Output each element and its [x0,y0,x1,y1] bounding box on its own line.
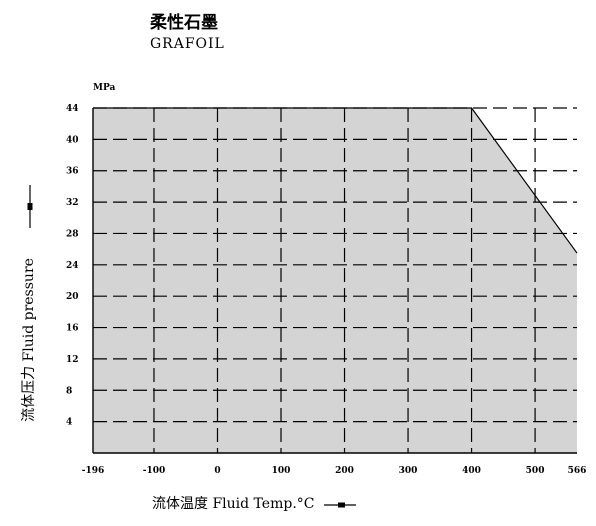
x-tick-label: 100 [272,466,291,476]
x-tick-label: 566 [568,466,587,476]
limit-line [93,107,578,254]
y-tick-label: 12 [66,355,79,365]
y-tick-label: 28 [66,229,79,239]
y-tick-label: 16 [66,324,79,334]
y-tick-label: 36 [66,167,79,177]
x-axis-label-text: 流体温度 Fluid Temp.°C [152,496,315,512]
x-tick-label: 300 [399,466,418,476]
x-tick-label: 500 [526,466,545,476]
y-tick-label: 40 [66,135,79,145]
chart-title-chinese: 柔性石墨 [150,13,218,33]
x-axis-label: 流体温度 Fluid Temp.°C [152,493,314,513]
y-tick-label: 20 [66,292,79,302]
chart-title-english: GRAFOIL [150,36,225,52]
allowable-area [93,108,577,453]
y-arrow-marker [27,203,33,210]
x-tick-label: -100 [143,466,166,476]
x-arrow-marker [338,502,345,508]
x-tick-label: -196 [82,466,105,476]
x-tick-label: 200 [335,466,354,476]
y-axis-unit: MPa [93,83,116,93]
y-tick-label: 44 [66,104,79,114]
y-tick-label: 8 [66,386,72,396]
y-tick-label: 24 [66,261,79,271]
y-tick-label: 4 [66,418,72,428]
x-tick-label: 400 [462,466,481,476]
x-tick-label: 0 [214,466,220,476]
y-tick-label: 32 [66,198,79,208]
